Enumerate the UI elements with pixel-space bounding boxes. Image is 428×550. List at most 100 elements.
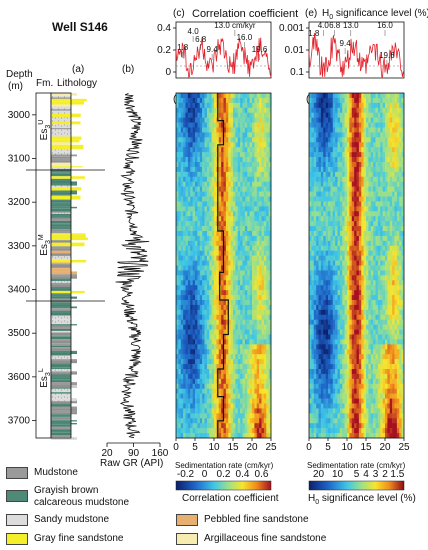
heat-cell (216, 398, 220, 404)
heat-cell (244, 383, 248, 390)
heat-cell (190, 359, 193, 365)
heat-cell (183, 211, 186, 217)
heat-cell (320, 186, 324, 192)
heat-cell (192, 112, 196, 118)
heat-cell (387, 102, 391, 109)
heat-cell (342, 319, 345, 325)
heat-cell (337, 176, 341, 183)
heat-cell (183, 290, 186, 296)
heat-cell (358, 295, 362, 301)
heat-cell (328, 280, 331, 286)
heat-cell (368, 142, 372, 148)
heat-cell (202, 349, 205, 355)
heat-cell (401, 171, 405, 178)
heat-cell (240, 102, 243, 109)
heat-cell (187, 354, 191, 360)
heat-cell (249, 245, 253, 252)
heat-cell (242, 250, 246, 256)
heat-cell (180, 309, 184, 316)
lithology-bed (51, 124, 71, 129)
heat-cell (332, 211, 336, 217)
heat-cell (187, 300, 191, 306)
heat-cell (375, 186, 379, 192)
heat-cell (347, 231, 350, 237)
heat-cell (185, 369, 189, 375)
heat-cell (309, 142, 312, 148)
heat-cell (185, 231, 189, 237)
heat-cell (268, 349, 272, 355)
heat-cell (235, 107, 239, 114)
heat-cell (266, 196, 269, 202)
heat-cell (199, 349, 203, 355)
heat-cell (368, 102, 372, 109)
heat-cell (375, 201, 379, 207)
heat-cell (204, 102, 208, 109)
heat-cell (358, 127, 362, 133)
heat-cell (199, 285, 203, 291)
heat-cell (356, 285, 360, 291)
lithology-bed (51, 205, 71, 207)
heat-cell (228, 270, 231, 276)
heat-cell (263, 235, 267, 242)
heat-cell (332, 324, 336, 330)
heat-cell (221, 339, 224, 345)
heat-cell (354, 319, 357, 325)
heat-cell (178, 117, 182, 123)
heat-cell (268, 157, 272, 163)
heat-cell (244, 393, 248, 399)
heat-cell (323, 147, 326, 153)
heat-cell (214, 176, 217, 183)
heat-cell (309, 319, 312, 325)
heat-cell (266, 157, 269, 163)
heat-cell (221, 398, 224, 404)
heat-cell (382, 206, 386, 212)
heat-cell (347, 280, 350, 286)
heat-cell (249, 137, 253, 143)
heat-cell (180, 250, 184, 256)
heat-cell (396, 285, 400, 291)
heat-cell (209, 221, 212, 227)
heat-cell (242, 354, 246, 360)
heat-cell (230, 166, 234, 173)
heat-cell (323, 201, 326, 207)
heat-cell (394, 329, 398, 335)
heat-cell (318, 221, 322, 227)
heat-cell (225, 231, 229, 237)
heat-cell (180, 176, 184, 183)
heat-cell (230, 290, 234, 296)
heat-cell (361, 206, 364, 212)
heat-cell (256, 260, 260, 266)
heat-cell (256, 235, 260, 242)
heat-cell (218, 240, 222, 247)
heat-cell (183, 314, 186, 321)
heat-cell (373, 319, 376, 325)
heat-cell (268, 245, 272, 252)
heat-cell (385, 117, 388, 123)
heat-cell (380, 171, 383, 178)
heat-cell (218, 171, 222, 178)
heat-cell (252, 319, 255, 325)
heat-cell (375, 231, 379, 237)
heat-cell (230, 295, 234, 301)
heat-cell (325, 162, 329, 168)
lithology-bed (51, 237, 88, 241)
heat-cell (204, 403, 208, 409)
correlation-heatmap: 0 5 10 15 20 25 (173, 92, 277, 453)
heat-cell (249, 408, 253, 414)
heat-cell (218, 191, 222, 197)
heat-cell (313, 270, 317, 276)
heat-cell (328, 324, 331, 330)
heat-cell (233, 107, 236, 114)
heat-cell (385, 93, 388, 99)
heat-cell (176, 147, 179, 153)
heat-cell (209, 117, 212, 123)
heat-cell (351, 295, 355, 301)
heat-cell (256, 354, 260, 360)
heat-cell (183, 383, 186, 390)
heat-cell (394, 240, 398, 247)
heat-cell (211, 265, 215, 271)
heat-cell (373, 221, 376, 227)
heat-cell (254, 166, 258, 173)
heat-cell (183, 137, 186, 143)
